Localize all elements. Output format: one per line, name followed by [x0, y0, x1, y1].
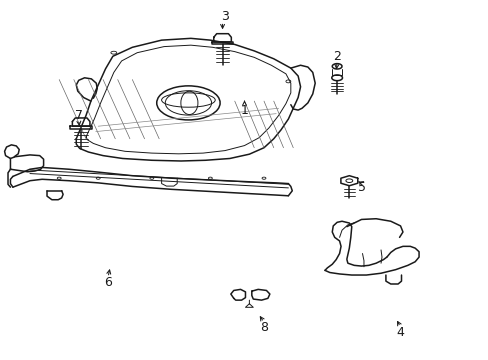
Text: 5: 5 — [357, 181, 365, 194]
Text: 2: 2 — [332, 50, 341, 63]
Text: 1: 1 — [240, 104, 248, 117]
Text: 7: 7 — [75, 109, 82, 122]
Text: 3: 3 — [221, 10, 228, 23]
Text: 8: 8 — [260, 320, 267, 333]
Text: 4: 4 — [396, 326, 404, 339]
Text: 6: 6 — [104, 276, 112, 289]
